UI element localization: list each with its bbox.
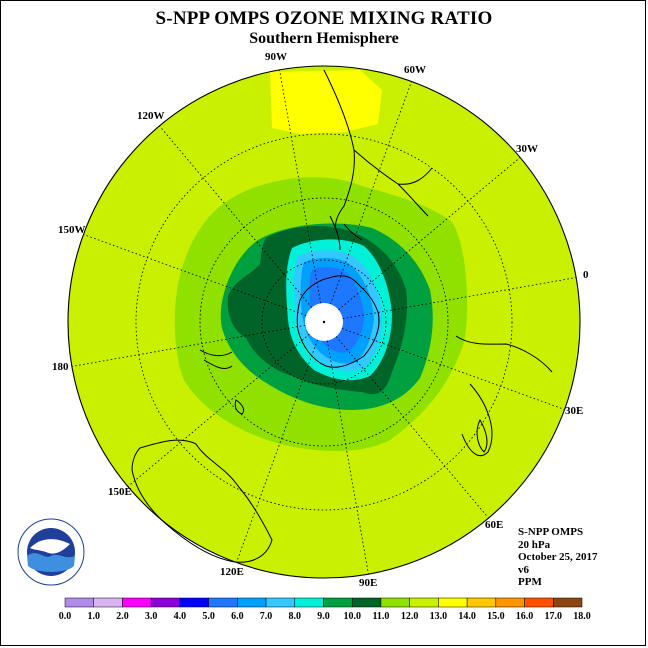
coast-africa: [455, 335, 553, 457]
colorbar-swatch: [438, 597, 468, 608]
coast-south-america: [323, 69, 433, 231]
lon-label-90e: 90E: [359, 577, 377, 589]
meridian-line: [330, 81, 412, 305]
coast-antarctic-peninsula: [329, 215, 363, 251]
colorbar-tick-label: 7.0: [260, 611, 273, 622]
colorbar-tick-label: 17.0: [545, 611, 563, 622]
colorbar-tick-label: 14.0: [458, 611, 476, 622]
lon-label-0: 0: [583, 269, 589, 281]
coast-australia: [131, 439, 273, 563]
colorbar-swatch: [208, 597, 238, 608]
colorbar-tick-label: 2.0: [116, 611, 129, 622]
lon-label-120w: 120W: [137, 110, 165, 122]
info-block: S-NPP OMPS 20 hPa October 25, 2017 v6 PP…: [518, 526, 598, 589]
colorbar-tick-label: 10.0: [343, 611, 361, 622]
coastlines: [131, 69, 553, 563]
field-13-patch: [270, 70, 382, 134]
colorbar-swatch: [122, 597, 152, 608]
colorbar-tick-label: 3.0: [145, 611, 158, 622]
lon-label-150w: 150W: [58, 224, 86, 236]
lon-label-150e: 150E: [108, 486, 132, 498]
south-pole-marker: [322, 320, 326, 324]
colorbar-tick-label: 5.0: [202, 611, 215, 622]
info-date: October 25, 2017: [518, 551, 598, 564]
lon-label-30w: 30W: [516, 143, 538, 155]
lon-label-60e: 60E: [485, 519, 503, 531]
coast-tasmania: [234, 399, 245, 415]
colorbar-tick-label: 9.0: [317, 611, 330, 622]
colorbar-swatch: [495, 597, 525, 608]
meridian-line: [279, 69, 322, 304]
colorbar-swatch: [409, 597, 439, 608]
lon-label-120e: 120E: [220, 566, 244, 578]
colorbar-tick-label: 11.0: [372, 611, 389, 622]
info-instrument: S-NPP OMPS: [518, 526, 584, 538]
meridian-line: [342, 277, 577, 320]
colorbar-tick-label: 13.0: [430, 611, 448, 622]
meridian-line: [159, 125, 313, 308]
meridian-line: [335, 336, 489, 519]
colorbar-tick-label: 18.0: [573, 611, 591, 622]
noaa-logo-text: NOAA: [38, 540, 65, 550]
colorbar-swatch: [294, 597, 324, 608]
colorbar-swatch: [466, 597, 497, 608]
colorbar-swatch: [93, 597, 123, 608]
colorbar-swatch: [265, 597, 296, 608]
latitude-circle-70s: [261, 259, 387, 385]
meridian-line: [236, 339, 318, 563]
meridian-line: [326, 340, 369, 575]
colorbar-swatch: [179, 597, 209, 608]
lon-label-30e: 30E: [565, 405, 583, 417]
info-units: PPM: [518, 576, 542, 589]
equator-boundary: [67, 65, 581, 579]
info-version: v6: [518, 563, 529, 576]
meridian-line: [338, 157, 521, 311]
lon-label-180: 180: [52, 361, 69, 373]
colorbar-swatch: [380, 597, 410, 608]
colorbar-tick-label: 12.0: [401, 611, 419, 622]
coast-antarctica: [296, 275, 380, 368]
colorbar-swatch: [64, 597, 94, 608]
meridian-line: [127, 333, 310, 487]
colorbar-tick-label: 0.0: [59, 611, 72, 622]
colorbar-tick-label: 8.0: [289, 611, 302, 622]
latitude-circle-50s: [199, 197, 449, 447]
colorbar-swatch: [524, 597, 554, 608]
lon-label-90w: 90W: [265, 51, 287, 63]
colorbar: 0.0 1.0 2.0 3.0 4.0 5.0 6.0 7.0 8.0 9.0 10.0 11.0 12…: [59, 597, 591, 622]
colorbar-swatch: [150, 597, 181, 608]
meridian-line: [83, 234, 307, 316]
meridian-line: [341, 328, 565, 410]
colorbar-tick-label: 15.0: [487, 611, 505, 622]
latitude-circle-30s: [135, 133, 513, 511]
lon-label-60w: 60W: [404, 64, 426, 76]
map-title: S-NPP OMPS OZONE MIXING RATIO: [155, 8, 493, 29]
colorbar-swatch: [323, 597, 353, 608]
meridian-line: [71, 324, 306, 367]
colorbar-tick-label: 16.0: [516, 611, 534, 622]
map-subtitle: Southern Hemisphere: [249, 30, 399, 47]
colorbar-tick-label: 6.0: [231, 611, 244, 622]
colorbar-tick-label: 4.0: [174, 611, 187, 622]
colorbar-swatch: [351, 597, 382, 608]
colorbar-tick-label: 1.0: [87, 611, 100, 622]
ozone-field: [68, 66, 580, 578]
noaa-logo: NOAA: [17, 518, 85, 586]
graticule: [71, 69, 577, 575]
colorbar-swatch: [237, 597, 267, 608]
colorbar-swatch: [553, 597, 583, 608]
info-level: 20 hPa: [518, 538, 551, 551]
